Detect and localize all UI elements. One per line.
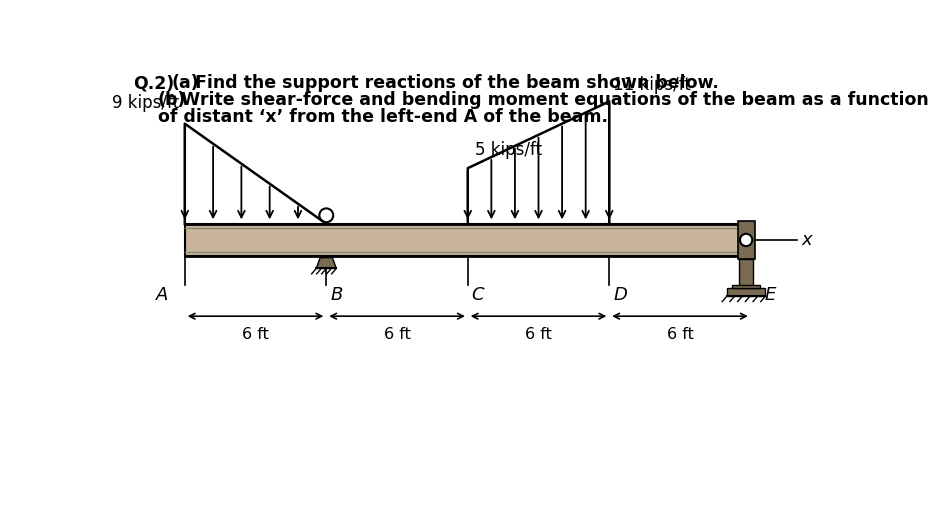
Text: C: C — [472, 286, 484, 304]
Bar — [184, 224, 751, 256]
Bar — [738, 221, 754, 259]
Text: Write shear-force and bending moment equations of the beam as a function: Write shear-force and bending moment equ… — [181, 91, 929, 109]
Text: E: E — [765, 286, 776, 304]
Text: (b): (b) — [158, 91, 186, 109]
Text: A: A — [155, 286, 168, 304]
Bar — [732, 285, 760, 289]
Bar — [727, 289, 766, 296]
Text: 9 kips/ft: 9 kips/ft — [111, 94, 179, 112]
Text: B: B — [330, 286, 343, 304]
Text: Find the support reactions of the beam shown below.: Find the support reactions of the beam s… — [195, 75, 719, 92]
Text: Q.2): Q.2) — [133, 75, 174, 92]
Polygon shape — [316, 258, 336, 268]
Text: 5 kips/ft: 5 kips/ft — [475, 141, 543, 159]
Text: 11 kips/ft: 11 kips/ft — [613, 76, 691, 94]
Circle shape — [740, 234, 753, 246]
Bar — [739, 259, 753, 289]
Text: of distant ‘x’ from the left-end A of the beam.: of distant ‘x’ from the left-end A of th… — [158, 108, 607, 126]
Text: (a): (a) — [171, 75, 199, 92]
Text: $\it{x}$: $\it{x}$ — [801, 231, 814, 249]
Text: D: D — [613, 286, 627, 304]
Text: 6 ft: 6 ft — [242, 327, 269, 342]
Text: 6 ft: 6 ft — [525, 327, 552, 342]
Text: 6 ft: 6 ft — [666, 327, 694, 342]
Text: 6 ft: 6 ft — [384, 327, 411, 342]
